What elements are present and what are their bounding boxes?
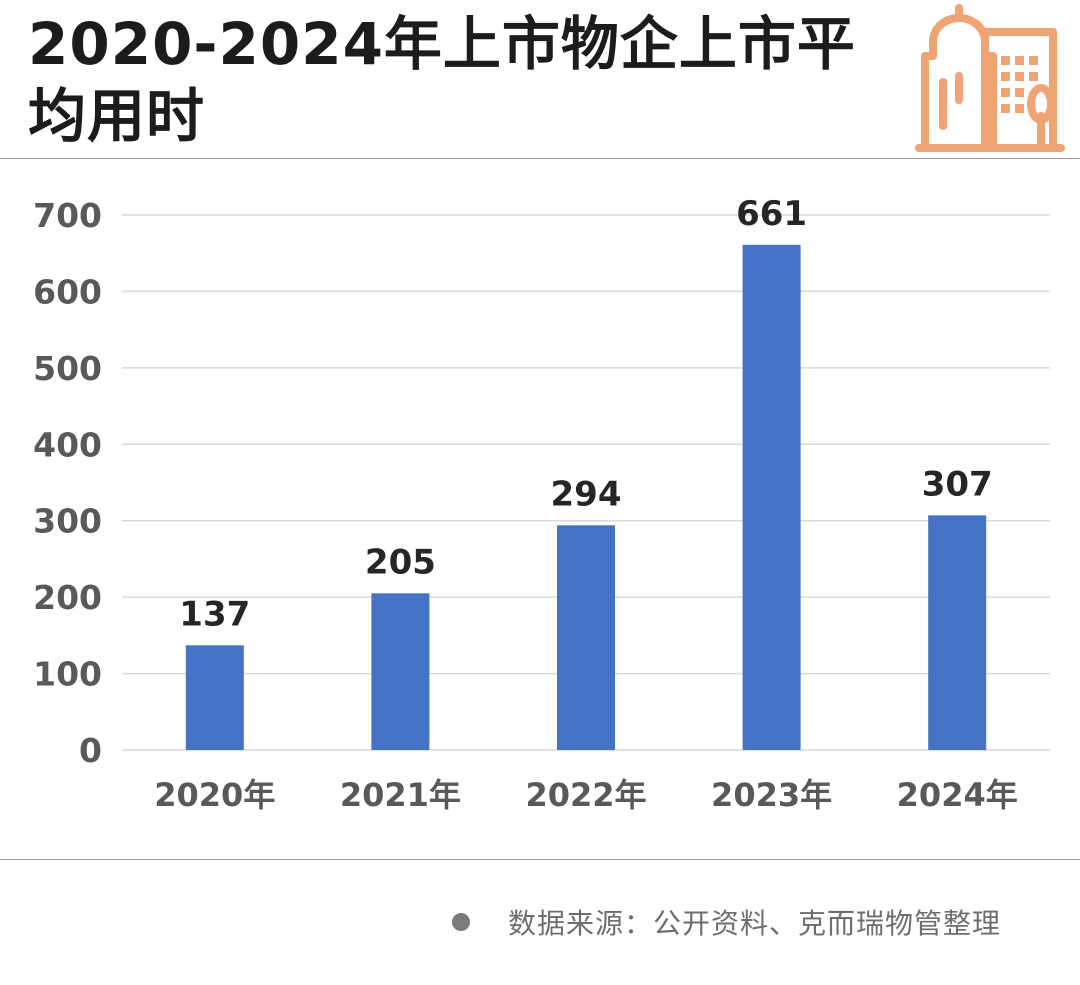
data-label: 661 xyxy=(736,194,807,234)
data-label: 307 xyxy=(922,464,993,504)
building-icon xyxy=(915,4,1065,152)
data-label: 205 xyxy=(365,542,436,582)
source-note: 数据来源：公开资料、克而瑞物管整理 xyxy=(452,900,1001,944)
chart-title: 2020-2024年上市物企上市平均用时 xyxy=(28,10,856,150)
y-tick-label: 0 xyxy=(79,731,102,770)
x-tick-label: 2023年 xyxy=(711,776,832,814)
x-tick-label: 2021年 xyxy=(340,776,461,814)
bar xyxy=(371,593,430,750)
y-tick-label: 100 xyxy=(33,655,102,694)
bar-chart: 0 100 200 300 400 500 600 700 137 2020年 205 2021年 29… xyxy=(33,194,1050,814)
x-tick-label: 2022年 xyxy=(525,776,646,814)
data-label: 294 xyxy=(551,474,622,514)
data-label: 137 xyxy=(179,594,250,634)
x-tick-label: 2024年 xyxy=(897,776,1018,814)
bar xyxy=(185,645,244,750)
source-text: 数据来源：公开资料、克而瑞物管整理 xyxy=(508,907,1002,940)
bullet-dot-icon xyxy=(452,913,470,931)
header-divider xyxy=(0,158,1080,159)
y-tick-label: 200 xyxy=(33,578,102,617)
y-tick-label: 700 xyxy=(33,196,102,235)
y-tick-label: 600 xyxy=(33,272,102,311)
bar xyxy=(742,244,801,751)
bar xyxy=(557,525,615,750)
footer-divider xyxy=(0,859,1080,860)
x-tick-label: 2020年 xyxy=(154,776,275,814)
y-tick-label: 500 xyxy=(33,349,102,388)
y-tick-label: 300 xyxy=(33,502,102,541)
bar xyxy=(928,515,987,750)
y-tick-label: 400 xyxy=(33,425,102,464)
